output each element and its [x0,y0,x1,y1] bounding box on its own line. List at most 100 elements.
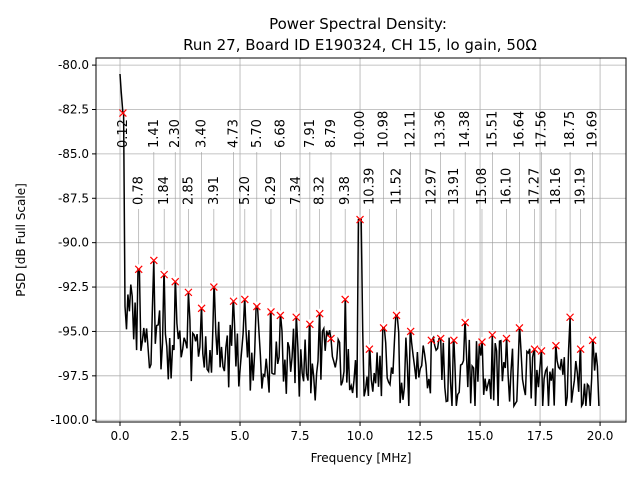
peak-x-mark [502,334,511,343]
peak-marker: 0.78 [132,176,147,274]
peak-label: 15.51 [485,111,500,148]
peak-x-mark [315,309,324,318]
peak-marker: 9.38 [338,176,353,304]
peak-x-mark [551,341,560,350]
peak-label-leaders [138,152,593,346]
peak-x-mark [588,336,597,345]
peak-label: 2.85 [181,176,196,205]
peak-marker: 8.79 [324,119,339,343]
y-tick-label: -80.0 [58,58,89,72]
x-tick-label: 0.0 [110,429,129,443]
peak-marker: 16.10 [499,168,514,343]
peak-x-mark [478,338,486,347]
peak-label: 10.39 [362,168,377,205]
peak-label: 11.52 [390,168,405,205]
peak-x-mark [327,334,335,343]
peak-marker: 19.69 [586,111,601,345]
peak-marker: 4.73 [227,119,242,306]
y-tick-label: -97.5 [58,369,89,383]
peak-marker: 15.51 [485,111,500,339]
peak-label: 5.70 [250,119,265,148]
peak-label: 17.27 [528,168,543,205]
peak-label: 19.19 [574,168,589,205]
peak-x-mark [149,256,158,265]
peak-marker: 18.16 [549,168,564,350]
peak-x-mark [197,304,206,313]
y-tick-label: -90.0 [58,236,89,250]
peak-x-mark [240,295,249,304]
peak-marker: 5.20 [238,176,253,304]
peak-marker: 16.64 [512,111,527,332]
peak-marker: 17.27 [528,168,543,354]
peak-label: 2.30 [168,119,183,148]
x-tick-label: 15.0 [467,429,494,443]
peak-label: 3.40 [195,119,210,148]
peak-x-mark [267,307,275,316]
peak-label: 15.08 [475,168,490,205]
peak-label: 16.64 [512,111,527,148]
peak-label: 12.11 [404,111,419,148]
peak-x-mark [118,109,127,117]
peak-label: 0.12 [116,119,131,148]
peak-marker: 3.40 [195,119,210,313]
peak-label: 1.41 [147,119,162,148]
peak-x-mark [160,270,169,279]
peak-x-mark [427,336,436,345]
peak-marker: 11.52 [390,168,405,320]
peak-marker: 13.91 [447,168,462,345]
peak-label: 7.34 [289,176,304,205]
peak-x-mark [184,288,193,297]
y-tick-label: -92.5 [58,280,89,294]
peak-marker: 1.84 [157,176,172,279]
peak-marker: 13.36 [434,111,449,343]
peak-marker: 10.39 [362,168,377,354]
peak-label: 17.56 [535,111,550,148]
peak-x-mark [406,327,415,336]
x-tick-label: 7.5 [290,429,309,443]
x-tick-label: 5.0 [230,429,249,443]
peak-label: 10.00 [353,111,368,148]
peak-x-mark [171,277,180,286]
peak-label: 1.84 [157,176,172,205]
peak-marker: 6.68 [273,119,288,320]
peak-marker: 10.98 [377,111,392,332]
peak-marker: 6.29 [264,176,279,316]
peak-label: 8.32 [313,176,328,205]
peak-label: 0.78 [132,176,147,205]
peak-x-mark [566,313,574,322]
peak-markers: 0.12 0.78 1.41 1.84 2.30 2.85 3.40 3.91 4.73 5.20… [116,109,601,355]
peak-label: 7.91 [303,119,318,148]
y-tick-label: -85.0 [58,147,89,161]
peak-label: 19.69 [586,111,601,148]
peak-marker: 2.85 [181,176,196,297]
peak-x-mark [276,311,285,320]
plot-frame [95,57,627,423]
y-axis-label: PSD [dB Full Scale] [14,183,28,297]
peak-label: 6.68 [273,119,288,148]
peak-x-mark [305,320,314,329]
peak-marker: 0.12 [116,109,131,148]
peak-marker: 8.32 [313,176,328,318]
x-axis-label: Frequency [MHz] [311,451,412,465]
peak-label: 18.16 [549,168,564,205]
peak-x-mark [537,347,546,355]
peak-marker: 15.08 [475,168,490,347]
peak-marker: 18.75 [563,111,578,322]
peak-label: 8.79 [324,119,339,148]
peak-x-mark [341,295,350,304]
peak-x-mark [436,334,445,343]
peak-x-mark [292,313,301,322]
peak-marker: 12.97 [424,168,439,345]
peak-label: 6.29 [264,176,279,205]
peak-label: 13.36 [434,111,449,148]
peak-marker: 1.41 [147,119,162,265]
y-tick-label: -87.5 [58,191,89,205]
peak-label: 9.38 [338,176,353,205]
peak-x-mark [449,336,458,345]
peak-x-mark [488,331,497,339]
peak-label: 5.20 [238,176,253,205]
peak-x-mark [576,345,585,354]
peak-marker: 12.11 [404,111,419,336]
peak-marker: 19.19 [574,168,589,354]
peak-x-mark [530,345,539,354]
